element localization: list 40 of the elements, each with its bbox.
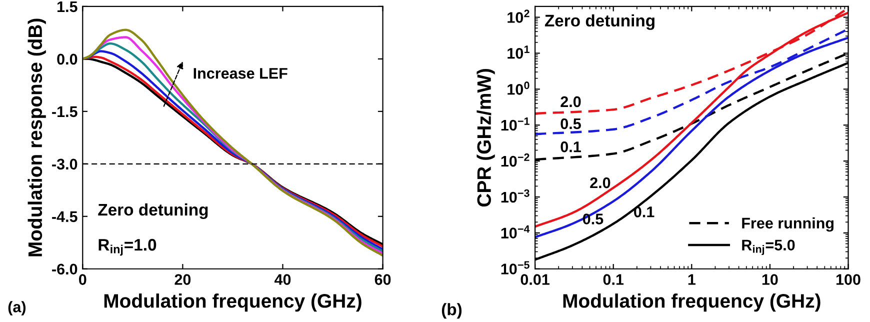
annotation: 0.5 [582,214,604,224]
x-tick-label: 40 [274,274,291,285]
y-axis-title: Modulation response (dB) [28,18,46,256]
annotation: R$_{inj}$=1.0 [98,238,156,256]
x-tick-label: 0.01 [520,274,550,285]
annotation: Increase LEF [194,68,288,79]
y-tick-label: -3.0 [52,158,78,170]
x-tick-label: 20 [174,274,191,285]
y-tick-label: 10$^{0}$ [508,82,530,95]
x-axis-title: Modulation frequency (GHz) [104,294,362,312]
y-tick-label: -6.0 [52,264,78,275]
text: (a) [8,301,26,316]
annotation: Zero detuning [544,14,654,30]
annotation: 2.0 [590,177,610,188]
x-tick-label: 10 [762,274,778,285]
y-tick-label: -1.5 [52,106,78,118]
legend-label: R$_{inj}$=5.0 [742,240,795,255]
x-tick-label: 60 [374,274,391,285]
y-tick-label: 10$^{2}$ [508,10,530,23]
x-axis-title: Modulation frequency (GHz) [563,294,820,312]
legend-label: Free running [742,217,834,232]
y-tick-label: 1.5 [58,1,78,12]
x-tick-label: 0 [79,274,86,285]
annotation: 0.1 [560,141,581,152]
x-tick-label: 0.1 [603,274,624,285]
y-tick-label: 10$^{−4}$ [501,225,530,238]
y-tick-label: -4.5 [52,211,78,222]
y-tick-label: 0.0 [57,54,78,65]
annotation: Zero detuning [98,203,208,220]
x-tick-label: 100 [836,274,860,285]
annotation: 2.0 [560,96,581,108]
y-tick-label: 10$^{1}$ [508,46,530,59]
y-tick-label: 10$^{−3}$ [501,189,530,203]
text: (b) [442,303,462,319]
y-tick-label: 10$^{−2}$ [501,153,530,167]
annotation: 0.5 [560,118,581,130]
y-axis-title: CPR (GHz/mW) [476,68,495,207]
y-tick-label: 10$^{−5}$ [501,261,530,274]
y-tick-label: 10$^{−1}$ [501,117,530,131]
x-tick-label: 1 [688,274,696,285]
